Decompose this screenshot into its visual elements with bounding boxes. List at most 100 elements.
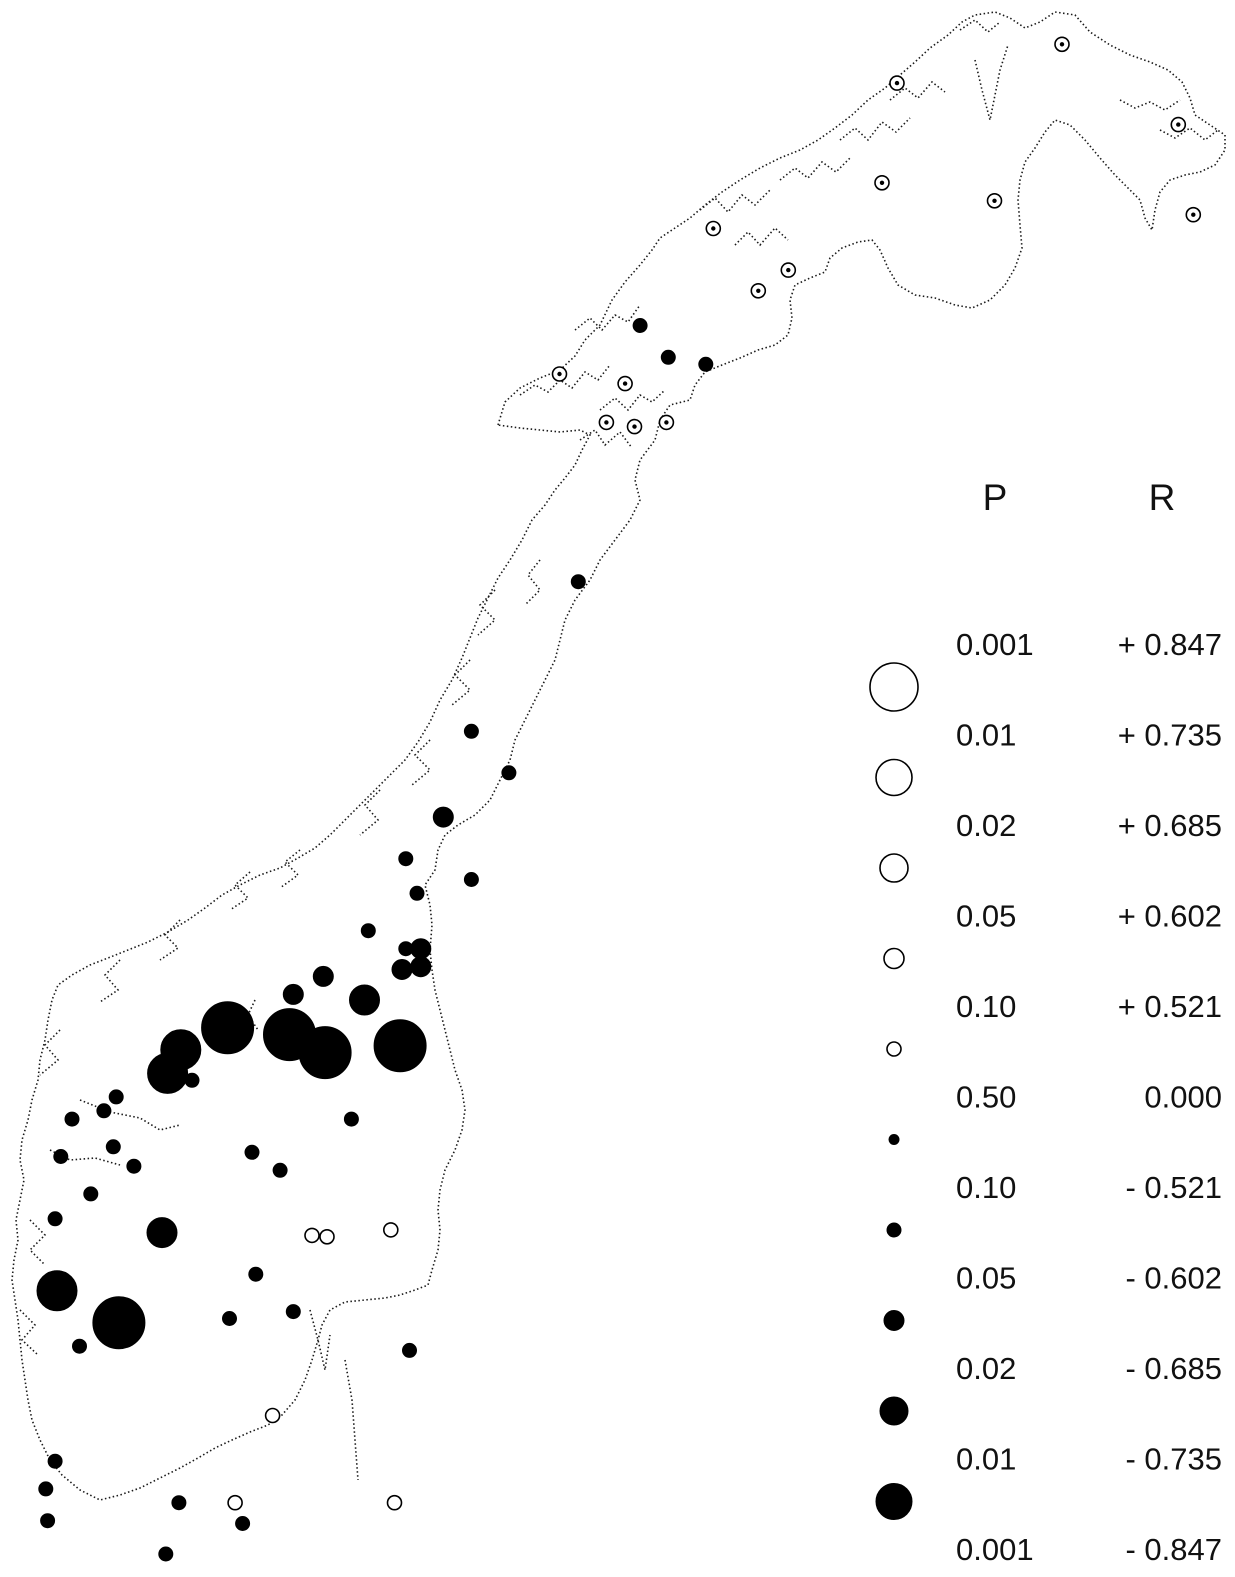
legend-row-10: 0.01 - 0.735 <box>875 1442 1222 1520</box>
legend-row-9: 0.02 - 0.685 <box>879 1351 1222 1426</box>
station-marker-18 <box>570 574 586 590</box>
station-marker-44 <box>53 1149 69 1164</box>
legend-r-value: + 0.847 <box>1118 627 1222 662</box>
legend-symbol-8 <box>883 1310 905 1331</box>
station-marker-66 <box>227 1494 243 1511</box>
station-marker-58 <box>285 1304 301 1320</box>
station-marker-49 <box>83 1186 99 1202</box>
station-marker-25 <box>360 923 376 939</box>
station-marker-68 <box>40 1513 56 1529</box>
station-marker-21 <box>432 806 454 828</box>
station-marker-20 <box>501 765 517 781</box>
legend-p-value: 0.01 <box>956 718 1016 753</box>
station-marker-4-center <box>1191 212 1196 217</box>
station-marker-32 <box>349 984 380 1016</box>
station-marker-57 <box>92 1296 146 1350</box>
legend-p-value: 0.02 <box>956 1351 1016 1386</box>
station-marker-19 <box>463 723 479 739</box>
station-marker-31 <box>282 983 304 1005</box>
station-marker-3-center <box>1176 122 1181 127</box>
legend-row-8: 0.05 - 0.602 <box>883 1261 1222 1331</box>
legend-row-4: 0.05 + 0.602 <box>883 899 1222 970</box>
legend-row-2: 0.01 + 0.735 <box>875 718 1222 797</box>
station-marker-53 <box>319 1229 335 1245</box>
legend-symbol-7 <box>886 1222 902 1238</box>
station-marker-55 <box>248 1266 264 1282</box>
station-marker-63 <box>47 1453 63 1469</box>
station-marker-29 <box>410 956 432 978</box>
station-marker-15-center <box>604 420 609 425</box>
station-marker-65 <box>171 1495 187 1511</box>
station-marker-1-center <box>1059 42 1065 47</box>
station-marker-42 <box>64 1111 80 1127</box>
station-marker-39 <box>184 1072 200 1088</box>
legend-r-value: - 0.602 <box>1125 1261 1222 1296</box>
legend-symbol-3 <box>879 853 909 883</box>
station-marker-38 <box>147 1052 189 1094</box>
station-marker-14-center <box>622 381 628 386</box>
station-marker-64 <box>38 1481 54 1497</box>
legend-row-11: 0.001 - 0.847 <box>956 1532 1222 1567</box>
legend-p-value: 0.10 <box>956 1170 1016 1205</box>
station-marker-24 <box>409 885 425 901</box>
station-marker-22 <box>398 851 414 867</box>
station-marker-52 <box>304 1227 320 1244</box>
legend-p-value: 0.001 <box>956 627 1034 662</box>
legend-rows: 0.001 + 0.847 0.01 + 0.735 0.02 + 0.685 0.05 + … <box>869 627 1222 1567</box>
station-marker-23 <box>463 872 479 887</box>
station-marker-28 <box>391 959 413 980</box>
station-marker-62 <box>264 1407 281 1424</box>
station-marker-7-center <box>711 226 716 231</box>
legend-symbol-4 <box>883 947 905 970</box>
legend-symbol-5 <box>886 1041 902 1057</box>
legend-r-value: + 0.685 <box>1118 808 1222 843</box>
station-marker-30 <box>312 965 334 987</box>
legend-p-value: 0.10 <box>956 989 1016 1024</box>
station-marker-6-center <box>992 198 997 203</box>
legend-p-value: 0.02 <box>956 808 1016 843</box>
legend-row-3: 0.02 + 0.685 <box>879 808 1222 883</box>
legend-row-6: 0.50 0.000 <box>888 1080 1222 1145</box>
coastal-detail <box>19 18 1219 1481</box>
station-marker-12 <box>698 356 714 372</box>
legend-r-value: - 0.685 <box>1125 1351 1222 1386</box>
station-marker-43 <box>105 1139 121 1155</box>
map-layer <box>11 11 1226 1501</box>
station-marker-54 <box>382 1222 399 1238</box>
station-marker-5-center <box>879 180 885 185</box>
legend-r-value: - 0.521 <box>1125 1170 1222 1205</box>
stations-layer <box>36 36 1202 1562</box>
legend-p-value: 0.50 <box>956 1080 1016 1115</box>
station-marker-35 <box>298 1026 352 1080</box>
station-marker-13-center <box>557 371 562 377</box>
legend-header-r: R <box>1149 477 1176 518</box>
station-marker-16-center <box>632 424 637 429</box>
legend-header-p: P <box>983 477 1008 518</box>
station-marker-9-center <box>756 288 761 293</box>
legend-r-value: 0.000 <box>1144 1080 1222 1115</box>
legend-r-value: - 0.847 <box>1125 1532 1222 1567</box>
station-marker-33 <box>201 1001 255 1055</box>
legend-p-value: 0.001 <box>956 1532 1034 1567</box>
station-marker-2-center <box>894 80 900 86</box>
station-marker-48 <box>272 1162 288 1178</box>
legend-symbol-10 <box>875 1483 913 1520</box>
station-marker-36 <box>373 1019 427 1073</box>
station-marker-56 <box>36 1270 78 1312</box>
station-marker-27 <box>410 938 432 960</box>
station-marker-45 <box>126 1158 142 1174</box>
station-marker-50 <box>47 1211 63 1227</box>
station-marker-11 <box>660 349 676 365</box>
legend-p-value: 0.05 <box>956 1261 1016 1296</box>
station-marker-47 <box>244 1144 260 1160</box>
legend-p-value: 0.01 <box>956 1442 1016 1477</box>
station-marker-60 <box>72 1338 87 1354</box>
station-marker-10 <box>632 318 648 333</box>
station-marker-40 <box>108 1089 124 1105</box>
station-marker-61 <box>402 1342 417 1358</box>
station-marker-8-center <box>786 267 791 273</box>
station-marker-46 <box>343 1111 359 1127</box>
station-marker-59 <box>222 1311 237 1326</box>
